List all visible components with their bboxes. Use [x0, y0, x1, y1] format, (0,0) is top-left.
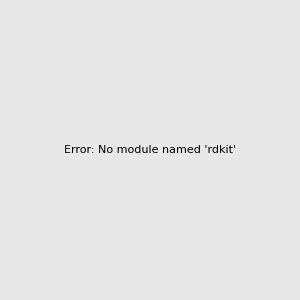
Text: Error: No module named 'rdkit': Error: No module named 'rdkit' — [64, 145, 236, 155]
